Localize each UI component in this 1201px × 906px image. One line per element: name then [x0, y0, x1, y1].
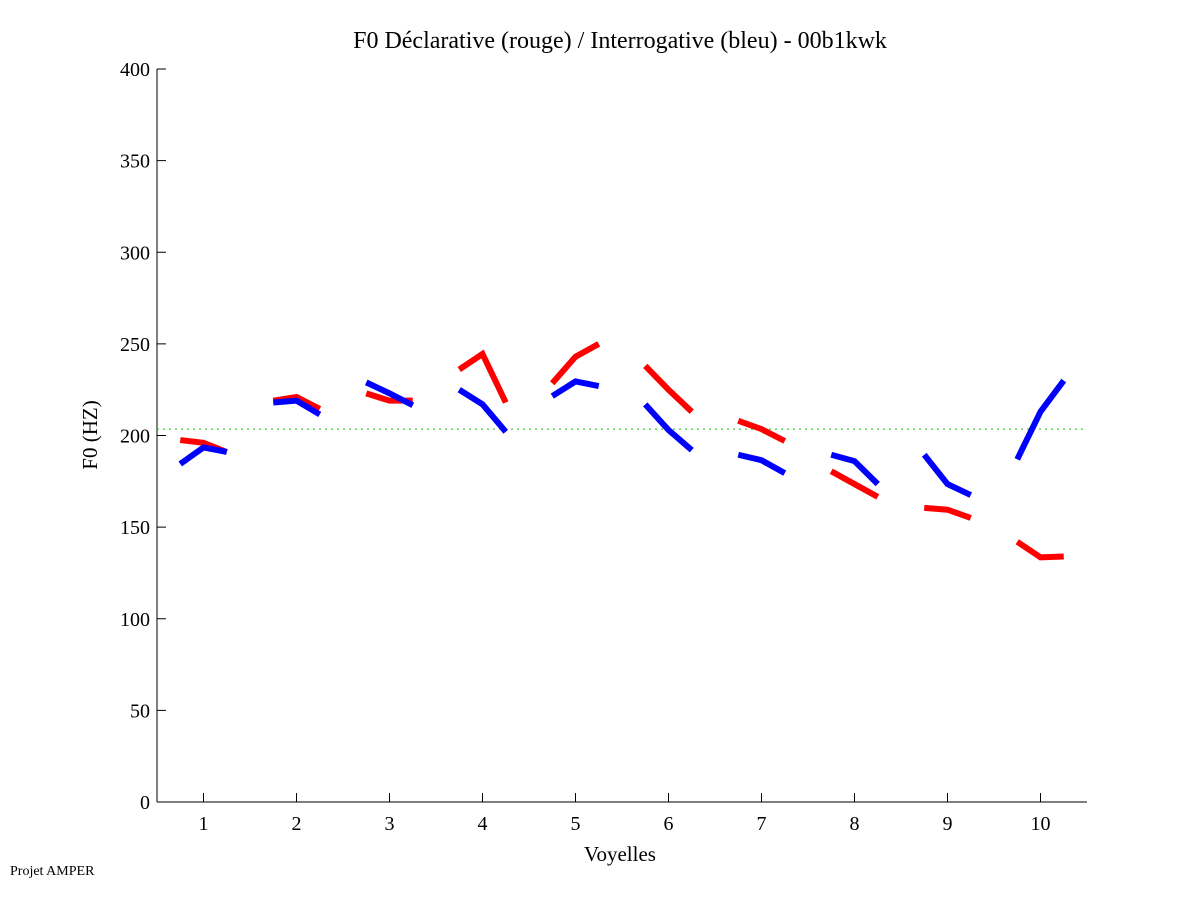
- y-tick-label: 100: [120, 609, 150, 631]
- déclarative-segment-vowel-8: [829, 468, 880, 500]
- y-tick-label: 250: [120, 334, 150, 356]
- chart-title: F0 Déclarative (rouge) / Interrogative (…: [353, 28, 887, 54]
- y-tick-label: 300: [120, 242, 150, 264]
- y-tick-label: 200: [120, 426, 150, 448]
- y-tick-label: 150: [120, 517, 150, 539]
- x-tick-label: 9: [943, 813, 953, 835]
- x-tick-label: 6: [664, 813, 674, 835]
- interrogative-segment-vowel-6: [643, 402, 694, 453]
- déclarative-segment-vowel-6: [643, 363, 694, 414]
- interrogative-segment-vowel-4: [457, 387, 509, 434]
- interrogative-segment-vowel-8: [830, 451, 880, 487]
- x-tick-label: 8: [850, 813, 860, 835]
- x-tick-label: 1: [199, 813, 209, 835]
- déclarative-segment-vowel-9: [924, 504, 972, 521]
- footer-credit: Projet AMPER: [10, 864, 95, 879]
- x-tick-label: 5: [571, 813, 581, 835]
- x-tick-label: 4: [478, 813, 488, 835]
- y-tick-label: 400: [120, 59, 150, 81]
- x-tick-label: 10: [1031, 813, 1051, 835]
- interrogative-segment-vowel-7: [737, 451, 787, 476]
- interrogative-segment-vowel-3: [364, 379, 415, 408]
- x-tick-label: 2: [292, 813, 302, 835]
- interrogative-segment-vowel-5: [550, 378, 600, 399]
- y-tick-label: 0: [140, 792, 150, 814]
- y-tick-label: 50: [130, 700, 150, 722]
- x-tick-label: 3: [385, 813, 395, 835]
- interrogative-segment-vowel-9: [921, 452, 973, 498]
- déclarative-segment-vowel-10: [1015, 539, 1064, 561]
- déclarative-segment-vowel-7: [737, 418, 787, 444]
- x-axis-label: Voyelles: [584, 842, 656, 866]
- interrogative-segment-vowel-10: [1014, 378, 1067, 461]
- interrogative-segment-vowel-1: [178, 444, 228, 467]
- y-tick-label: 350: [120, 151, 150, 173]
- déclarative-segment-vowel-4: [457, 349, 509, 404]
- déclarative-segment-vowel-5: [549, 341, 601, 386]
- y-axis-label: F0 (HZ): [78, 400, 102, 469]
- interrogative-segment-vowel-2: [273, 397, 322, 418]
- x-tick-label: 7: [757, 813, 767, 835]
